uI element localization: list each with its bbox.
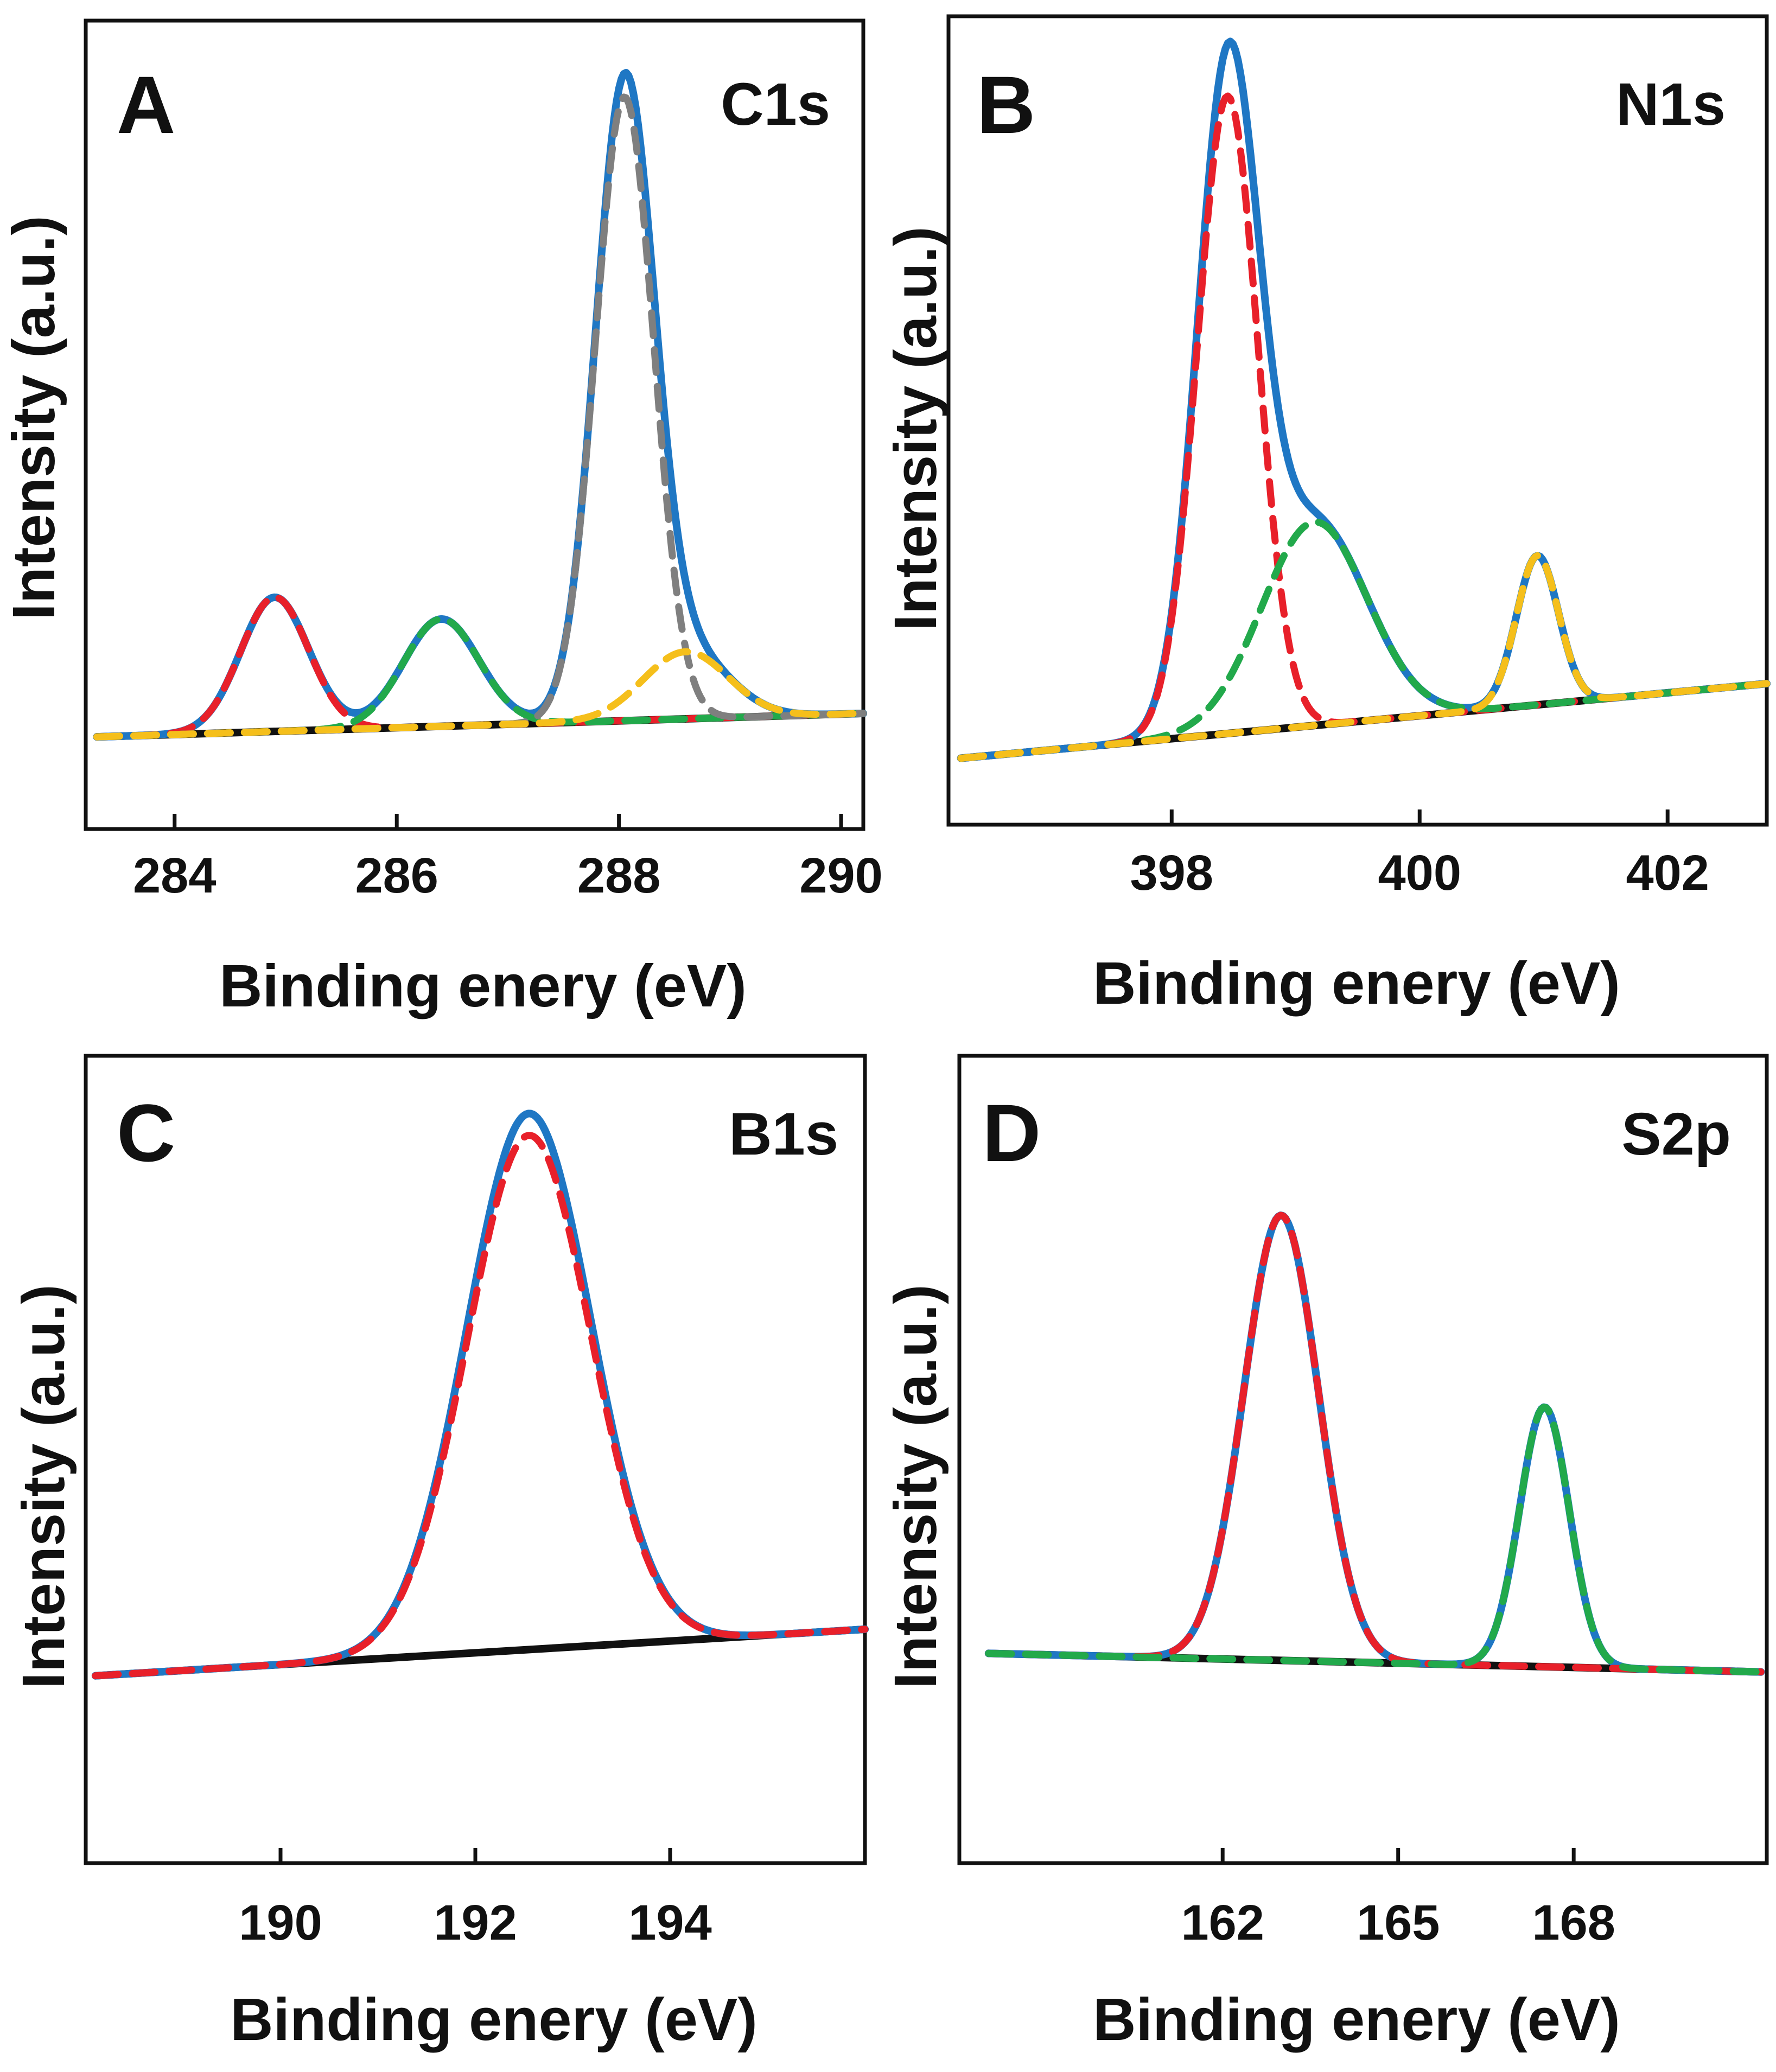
x-tick-label: 398 <box>1130 845 1214 901</box>
peak-label: S2p <box>1621 1101 1731 1168</box>
peak-1-red-dashed-line <box>957 92 1771 762</box>
peak-label: C1s <box>721 71 830 138</box>
plot-frame <box>957 1054 1769 1865</box>
envelope-line <box>91 1110 869 1680</box>
panel-label: B <box>977 59 1035 150</box>
envelope-line <box>957 37 1771 762</box>
plot-frame <box>946 14 1769 827</box>
peak-1-red-dashed-line <box>92 1132 869 1680</box>
x-tick-label: 192 <box>434 1895 517 1950</box>
x-tick-label: 190 <box>239 1895 322 1950</box>
peak-label: B1s <box>729 1101 838 1168</box>
x-tick-label: 400 <box>1378 845 1461 901</box>
curves-group <box>984 1211 1765 1676</box>
peak-3-gray-dashed-line <box>93 93 867 741</box>
envelope-line <box>93 69 867 741</box>
y-axis-title: Intensity (a.u.) <box>1 215 67 620</box>
peak-2-green-dashed-line <box>985 1404 1765 1676</box>
x-axis-title: Binding enery (eV) <box>1093 1986 1620 2053</box>
x-axis-title: Binding enery (eV) <box>1093 950 1620 1017</box>
x-tick-label: 165 <box>1357 1895 1440 1950</box>
x-ticks: 190 192 194 <box>239 1848 712 1950</box>
peak-1-red-dashed-line <box>985 1212 1765 1676</box>
peak-4-orange-dashed-line <box>93 648 867 741</box>
curves-group <box>957 37 1771 762</box>
y-axis-title: Intensity (a.u.) <box>882 1284 949 1689</box>
x-tick-label: 162 <box>1181 1895 1264 1950</box>
x-axis-title: Binding enery (eV) <box>219 953 747 1019</box>
panel-label: C <box>117 1087 175 1178</box>
y-axis-title: Intensity (a.u.) <box>10 1284 77 1689</box>
y-axis-title: Intensity (a.u.) <box>882 226 949 631</box>
curves-group <box>91 1110 869 1680</box>
panel-label: A <box>117 59 175 150</box>
x-tick-label: 290 <box>799 848 883 903</box>
envelope-line <box>984 1211 1765 1676</box>
panel-c-b1s: 190 192 194 C B1s Binding enery (eV) Inten… <box>10 1054 869 2053</box>
x-ticks: 162 165 168 <box>1181 1848 1615 1950</box>
panel-label: D <box>982 1087 1041 1178</box>
x-tick-label: 286 <box>355 848 438 903</box>
panel-b-n1s: 398 400 402 B N1s Binding enery (eV) Inten… <box>882 14 1771 1017</box>
x-tick-label: 284 <box>133 848 217 903</box>
peak-3-orange-dashed-line <box>957 552 1771 762</box>
x-tick-label: 402 <box>1626 845 1709 901</box>
panel-d-s2p: 162 165 168 D S2p Binding enery (eV) Inten… <box>882 1054 1769 2053</box>
x-tick-label: 194 <box>628 1895 712 1950</box>
plot-frame <box>84 1054 867 1865</box>
x-ticks: 398 400 402 <box>1130 809 1709 901</box>
x-ticks: 284 286 288 290 <box>133 814 883 903</box>
plot-frame <box>84 18 865 831</box>
panel-a-c1s: 284 286 288 290 A C1s Binding enery (eV) In… <box>1 18 883 1019</box>
curves-group <box>93 69 867 741</box>
x-tick-label: 168 <box>1532 1895 1615 1950</box>
x-tick-label: 288 <box>577 848 661 903</box>
x-axis-title: Binding enery (eV) <box>230 1986 757 2053</box>
peak-label: N1s <box>1616 71 1726 138</box>
